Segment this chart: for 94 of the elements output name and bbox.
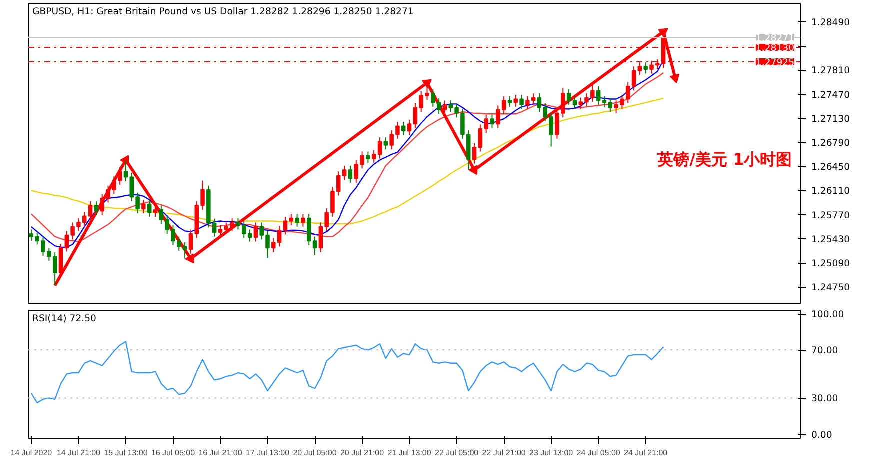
point [185,254,194,264]
candlestick [442,100,448,115]
x-tick-label: 14 Jul 2020 [10,448,53,458]
candlestick [572,96,578,110]
candlestick [566,88,572,106]
x-tick-label: 14 Jul 21:00 [56,448,102,458]
y-tick-label: 1.28490 [812,17,850,28]
candlestick [112,176,116,195]
x-tick-label: 16 Jul 21:00 [198,448,243,458]
x-tick-label: 16 Jul 05:00 [151,448,196,458]
y-tick-label: 1.27470 [812,90,850,101]
y-tick-label: 1.25430 [812,234,850,246]
candlestick [266,230,270,259]
x-tick-label: 20 Jul 05:00 [293,448,338,458]
candlestick [520,94,524,110]
y-tick-label: 70.00 [812,346,838,357]
candlestick [118,166,122,186]
chart-title: GBPUSD, H1: Great Britain Pound vs US Dollar 1.28282 1.28296 1.28250 1.28271 [32,6,414,18]
point [120,155,130,166]
y-tick-label: 1.24750 [812,282,850,294]
point [670,74,680,84]
candlestick [283,216,288,236]
candlestick [596,86,601,106]
candlestick [644,62,648,74]
point [658,28,668,38]
candlestick [124,160,128,182]
candlestick [289,214,294,226]
candlestick [608,98,613,113]
candlestick [88,200,93,222]
x-tick-label: 23 Jul 13:00 [530,448,574,458]
x-tick-label: 17 Jul 13:00 [246,448,290,458]
candlestick [147,199,152,218]
candlestick [254,222,258,242]
candlestick [348,165,353,184]
y-tick-label: 30.00 [812,394,838,405]
candlestick [29,229,34,242]
y-tick-label: 1.25770 [812,210,850,222]
candlestick [100,194,104,216]
candlestick [372,150,376,164]
y-tick-label: 1.27810 [812,66,850,77]
candlestick [490,114,494,129]
candlestick [496,105,500,129]
candlestick [295,214,300,228]
candlestick [94,200,99,216]
line-series [30,341,664,404]
y-tick-label: 1.25090 [812,258,850,270]
ref-line-label: 1.27925 [756,58,795,69]
y-tick-label: 100.00 [812,310,844,321]
candlestick [378,137,382,160]
y-tick-label: 1.26790 [812,138,850,150]
x-tick-label: 21 Jul 13:00 [388,448,432,458]
candlestick [301,214,306,228]
candlestick [502,96,506,115]
candlestick [602,96,607,108]
candlestick [342,165,347,181]
y-tick-label: 1.26450 [812,162,850,174]
candlestick [306,214,312,246]
candlestick [153,205,158,218]
point [468,165,478,176]
candlestick [407,119,412,136]
candlestick [632,66,636,92]
candlestick [159,205,164,225]
candlestick [218,224,223,238]
ref-line-label: 1.28271 [756,32,795,44]
candlestick [472,142,477,164]
candlestick [561,87,566,118]
x-tick-label: 24 Jul 21:00 [624,448,668,458]
x-tick-label: 24 Jul 05:00 [576,448,621,458]
y-tick-label: 1.26110 [812,186,850,198]
x-tick-label: 15 Jul 13:00 [104,448,148,458]
chart-title: RSI(14) 72.50 [32,314,97,324]
candlestick [366,151,370,164]
x-tick-label: 22 Jul 21:00 [482,448,526,458]
candlestick [537,93,542,113]
annotation: 英镑/美元 1小时图 [656,150,792,169]
candlestick [514,94,518,108]
candlestick [52,252,58,286]
x-tick-label: 22 Jul 05:00 [435,448,480,458]
ref-line-label: 1.28130 [756,42,795,54]
y-tick-label: 0.00 [812,430,832,441]
candlestick [200,180,205,210]
candlestick [106,185,110,204]
candlestick [508,96,512,108]
candlestick [260,222,264,240]
candlestick [578,97,583,110]
point [422,79,432,89]
x-tick-label: 20 Jul 21:00 [340,448,385,458]
candlestick [312,236,318,256]
candlestick [402,121,406,136]
y-tick-label: 1.27130 [812,114,850,125]
candlestick [384,137,388,150]
candlestick [336,171,341,196]
candlestick [555,108,560,140]
candlestick [142,199,146,214]
